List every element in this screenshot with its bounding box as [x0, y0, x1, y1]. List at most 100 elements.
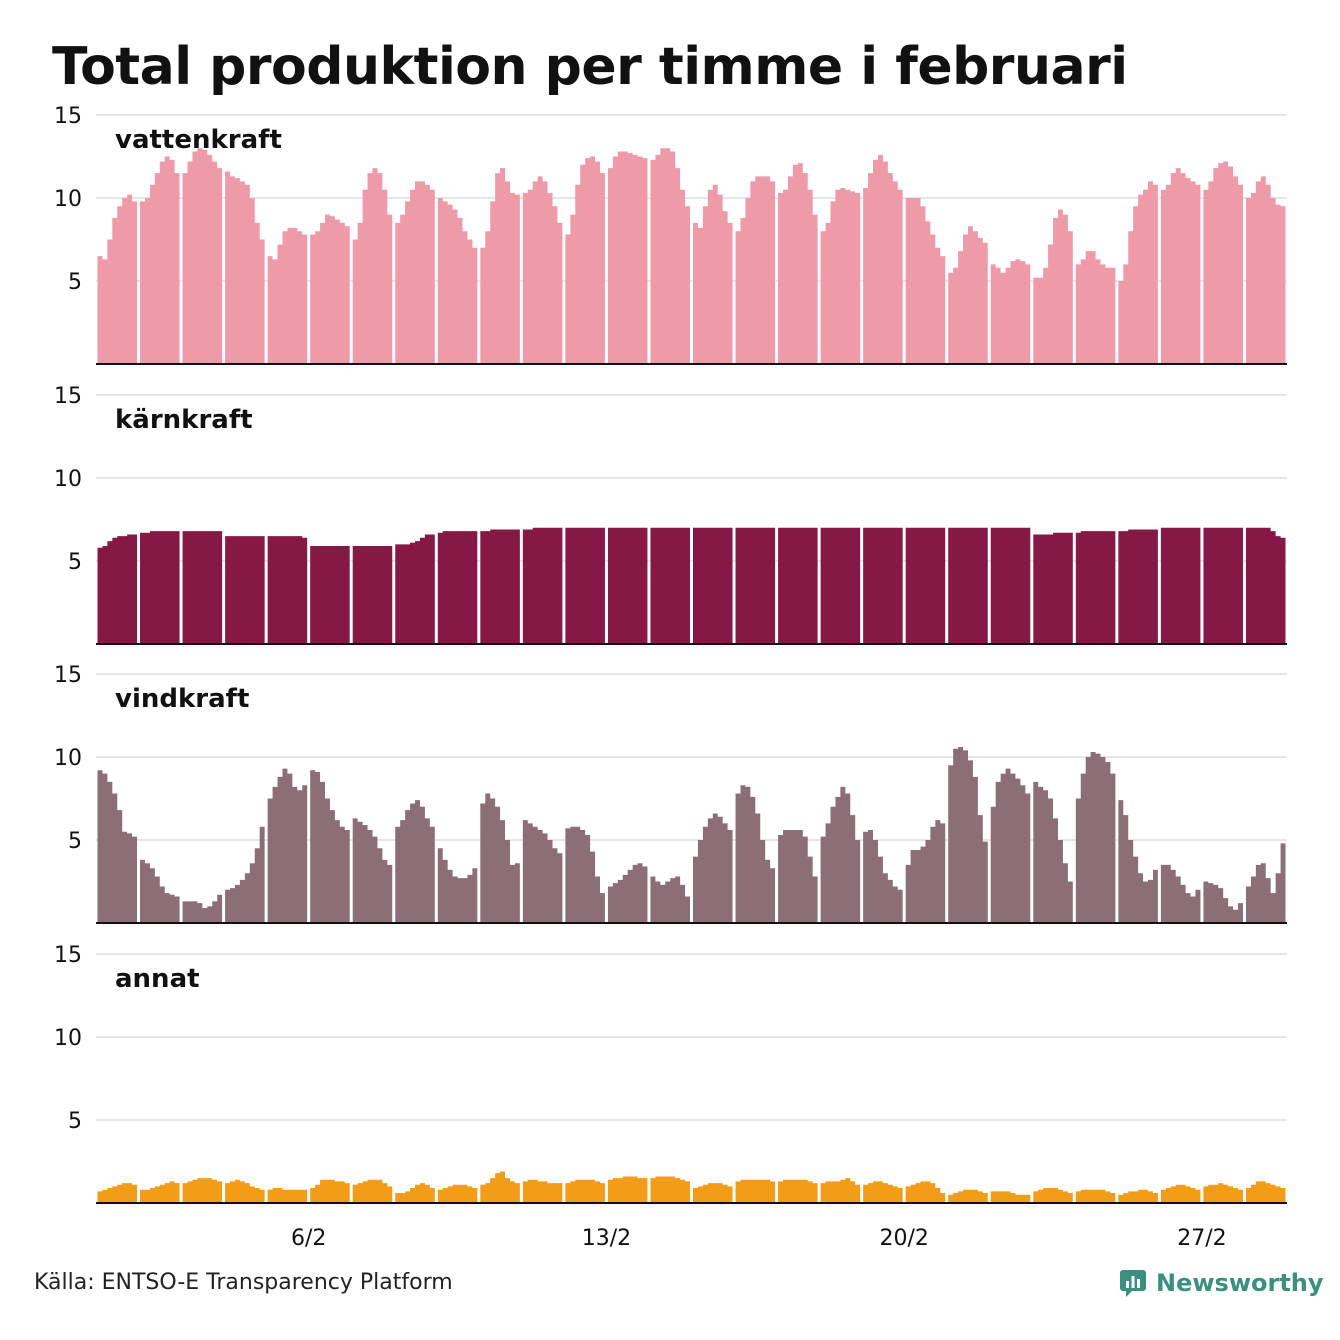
area-vindkraft-day-19 — [863, 830, 903, 923]
area-vattenkraft-day-6 — [310, 214, 350, 364]
area-vattenkraft-day-1 — [97, 194, 138, 364]
area-annat-day-2 — [140, 1181, 180, 1203]
y-tick-label: 10 — [54, 746, 82, 771]
x-tick-label: 13/2 — [582, 1226, 631, 1251]
panel-vindkraft: 5 10 15 vindkraft — [54, 663, 1287, 924]
area-kärnkraft-day-6 — [310, 546, 350, 644]
area-vindkraft-day-7 — [352, 818, 393, 923]
area-vindkraft-day-14 — [650, 876, 690, 923]
panel-vattenkraft: 5 10 15 vattenkraft — [54, 104, 1287, 365]
area-vindkraft-day-8 — [395, 800, 435, 923]
area-vindkraft-day-23 — [1033, 781, 1073, 923]
area-vindkraft-day-2 — [140, 859, 180, 923]
area-vattenkraft-day-15 — [693, 184, 733, 364]
area-annat-day-14 — [650, 1176, 690, 1203]
area-vindkraft-day-9 — [437, 848, 478, 923]
area-annat-day-6 — [310, 1179, 350, 1203]
area-vattenkraft-day-28 — [1245, 176, 1286, 364]
source-credit: Källa: ENTSO-E Transparency Platform — [34, 1270, 453, 1295]
area-vattenkraft-day-17 — [778, 163, 818, 364]
area-kärnkraft-day-17 — [778, 527, 818, 644]
area-kärnkraft-day-24 — [1075, 531, 1116, 644]
area-kärnkraft-day-20 — [905, 527, 946, 644]
series-label-vattenkraft: vattenkraft — [115, 125, 282, 155]
area-vindkraft-day-20 — [905, 820, 946, 923]
area-vindkraft-day-13 — [607, 863, 648, 923]
y-tick-label: 15 — [54, 943, 82, 968]
area-vattenkraft-day-20 — [905, 198, 946, 364]
area-vattenkraft-day-7 — [352, 168, 393, 364]
area-vattenkraft-day-23 — [1033, 209, 1073, 364]
area-annat-day-12 — [565, 1179, 605, 1203]
area-annat-day-20 — [905, 1181, 946, 1203]
area-kärnkraft-day-18 — [820, 527, 861, 644]
area-vattenkraft-day-4 — [225, 171, 265, 364]
area-annat-day-5 — [267, 1188, 308, 1203]
newsworthy-logo-icon — [1120, 1270, 1146, 1297]
area-annat-day-16 — [735, 1179, 776, 1203]
area-vindkraft-day-17 — [778, 830, 818, 923]
area-vattenkraft-day-11 — [522, 176, 563, 364]
area-kärnkraft-day-10 — [480, 529, 520, 644]
panel-kärnkraft: 5 10 15 kärnkraft — [54, 384, 1287, 645]
x-tick-label: 20/2 — [879, 1226, 928, 1251]
area-vattenkraft-day-19 — [863, 154, 903, 364]
area-kärnkraft-day-25 — [1118, 529, 1158, 644]
area-kärnkraft-day-16 — [735, 527, 776, 644]
area-vattenkraft-day-21 — [948, 226, 988, 364]
area-vindkraft-day-5 — [267, 768, 308, 923]
area-vindkraft-day-26 — [1160, 864, 1201, 923]
brand-logo[interactable]: Newsworthy — [1118, 1268, 1324, 1298]
area-kärnkraft-day-15 — [693, 527, 733, 644]
area-vindkraft-day-10 — [480, 793, 520, 923]
area-annat-day-7 — [352, 1179, 393, 1203]
area-kärnkraft-day-13 — [607, 527, 648, 644]
area-vindkraft-day-27 — [1203, 881, 1243, 923]
area-kärnkraft-day-26 — [1160, 527, 1201, 644]
area-kärnkraft-day-22 — [990, 527, 1031, 644]
area-vattenkraft-day-14 — [650, 148, 690, 364]
area-vattenkraft-day-9 — [437, 198, 478, 364]
brand-name: Newsworthy — [1156, 1269, 1324, 1297]
area-kärnkraft-day-12 — [565, 527, 605, 644]
y-tick-label: 5 — [68, 829, 82, 854]
area-kärnkraft-day-5 — [267, 536, 308, 644]
y-tick-label: 15 — [54, 384, 82, 409]
area-annat-day-18 — [820, 1178, 861, 1203]
area-kärnkraft-day-2 — [140, 531, 180, 644]
x-axis: 6/2 13/2 20/2 27/2 — [291, 1226, 1227, 1251]
area-kärnkraft-day-7 — [352, 546, 393, 644]
y-tick-label: 5 — [68, 1109, 82, 1134]
area-annat-day-4 — [225, 1179, 265, 1203]
area-vindkraft-day-3 — [182, 894, 223, 923]
area-vattenkraft-day-18 — [820, 188, 861, 364]
area-vindkraft-day-4 — [225, 826, 265, 923]
area-kärnkraft-day-11 — [522, 527, 563, 644]
area-annat-day-17 — [778, 1179, 818, 1203]
area-annat-day-11 — [522, 1179, 563, 1203]
area-annat-day-27 — [1203, 1183, 1243, 1203]
area-vattenkraft-day-10 — [480, 168, 520, 364]
area-annat-day-13 — [607, 1176, 648, 1203]
area-annat-day-22 — [990, 1191, 1031, 1203]
area-vattenkraft-day-13 — [607, 151, 648, 364]
area-kärnkraft-day-1 — [97, 534, 138, 644]
area-kärnkraft-day-28 — [1245, 527, 1286, 644]
area-vindkraft-day-11 — [522, 820, 563, 923]
area-annat-day-21 — [948, 1189, 988, 1203]
area-vindkraft-day-22 — [990, 768, 1031, 923]
area-vindkraft-day-28 — [1245, 843, 1286, 923]
area-annat-day-26 — [1160, 1184, 1201, 1203]
area-vindkraft-day-18 — [820, 786, 861, 923]
area-vindkraft-day-21 — [948, 747, 988, 923]
area-kärnkraft-day-27 — [1203, 527, 1243, 644]
chart-title: Total produktion per timme i februari — [52, 37, 1128, 97]
small-multiples-panels: 5 10 15 vattenkraft 5 10 15 kärnkraft 5 10 15 vindk… — [54, 104, 1287, 1204]
y-tick-label: 5 — [68, 550, 82, 575]
area-kärnkraft-day-23 — [1033, 532, 1073, 644]
area-annat-day-25 — [1118, 1189, 1158, 1203]
area-vindkraft-day-6 — [310, 770, 350, 923]
series-label-vindkraft: vindkraft — [115, 684, 249, 714]
area-kärnkraft-day-9 — [437, 531, 478, 644]
series-label-annat: annat — [115, 964, 200, 994]
